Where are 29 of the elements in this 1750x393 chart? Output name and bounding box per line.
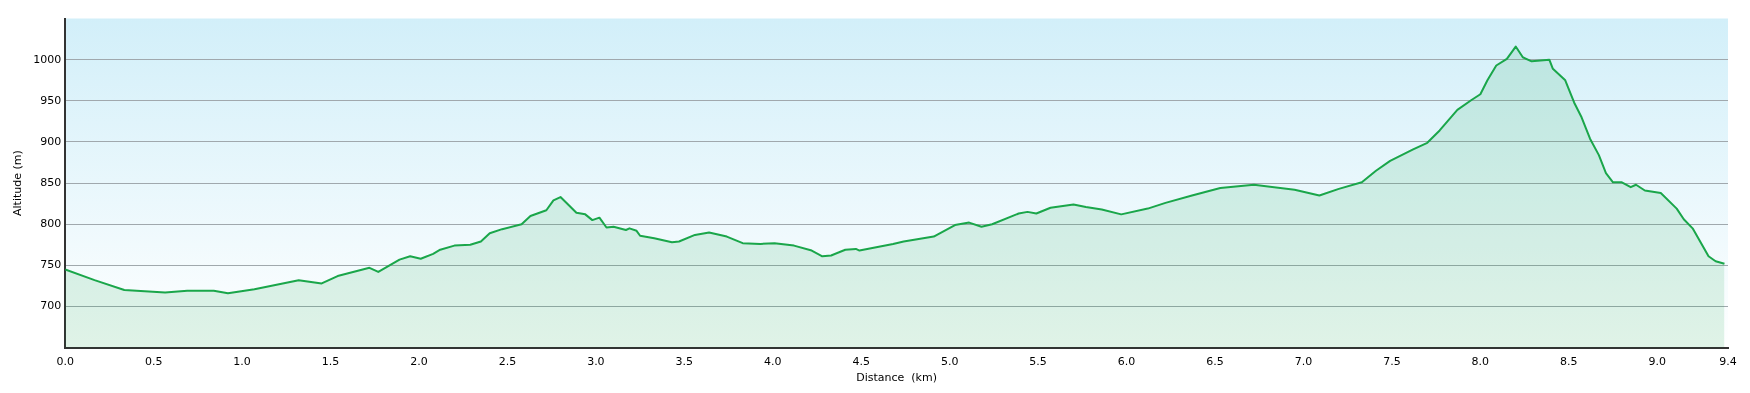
x-tick-label: 7.0 bbox=[1294, 355, 1313, 369]
y-tick-label: 900 bbox=[40, 134, 62, 148]
x-tick-label: 2.5 bbox=[498, 355, 517, 369]
x-axis-title: Distance (km) bbox=[856, 371, 937, 385]
x-tick-label: 5.5 bbox=[1029, 355, 1047, 369]
y-tick-label: 750 bbox=[40, 258, 62, 272]
x-tick-label: 9.4 bbox=[1719, 355, 1737, 369]
y-tick-label: 1000 bbox=[33, 52, 62, 66]
x-tick-label: 8.5 bbox=[1560, 355, 1578, 369]
x-tick-label: 6.5 bbox=[1206, 355, 1224, 369]
x-tick-label: 6.0 bbox=[1117, 355, 1136, 369]
x-tick-label: 9.0 bbox=[1648, 355, 1666, 369]
x-tick-label: 8.0 bbox=[1471, 355, 1490, 369]
y-tick-label: 700 bbox=[40, 299, 62, 313]
y-tick-label: 800 bbox=[40, 217, 62, 231]
x-tick-label: 0.5 bbox=[144, 355, 163, 369]
y-tick-label: 950 bbox=[40, 93, 62, 107]
x-tick-label: 1.5 bbox=[321, 355, 340, 369]
x-tick-label: 5.0 bbox=[940, 355, 959, 369]
x-tick-label: 4.0 bbox=[764, 355, 782, 369]
y-tick-label: 850 bbox=[40, 175, 62, 189]
x-tick-label: 4.5 bbox=[852, 355, 870, 369]
y-axis-title: Altitude (m) bbox=[11, 150, 25, 216]
x-tick-label: 1.0 bbox=[233, 355, 251, 369]
x-tick-label: 2.0 bbox=[410, 355, 428, 369]
x-tick-label: 0.0 bbox=[56, 355, 74, 369]
x-tick-label: 3.0 bbox=[587, 355, 605, 369]
x-tick-label: 3.5 bbox=[675, 355, 694, 369]
x-tick-label: 7.5 bbox=[1383, 355, 1401, 369]
